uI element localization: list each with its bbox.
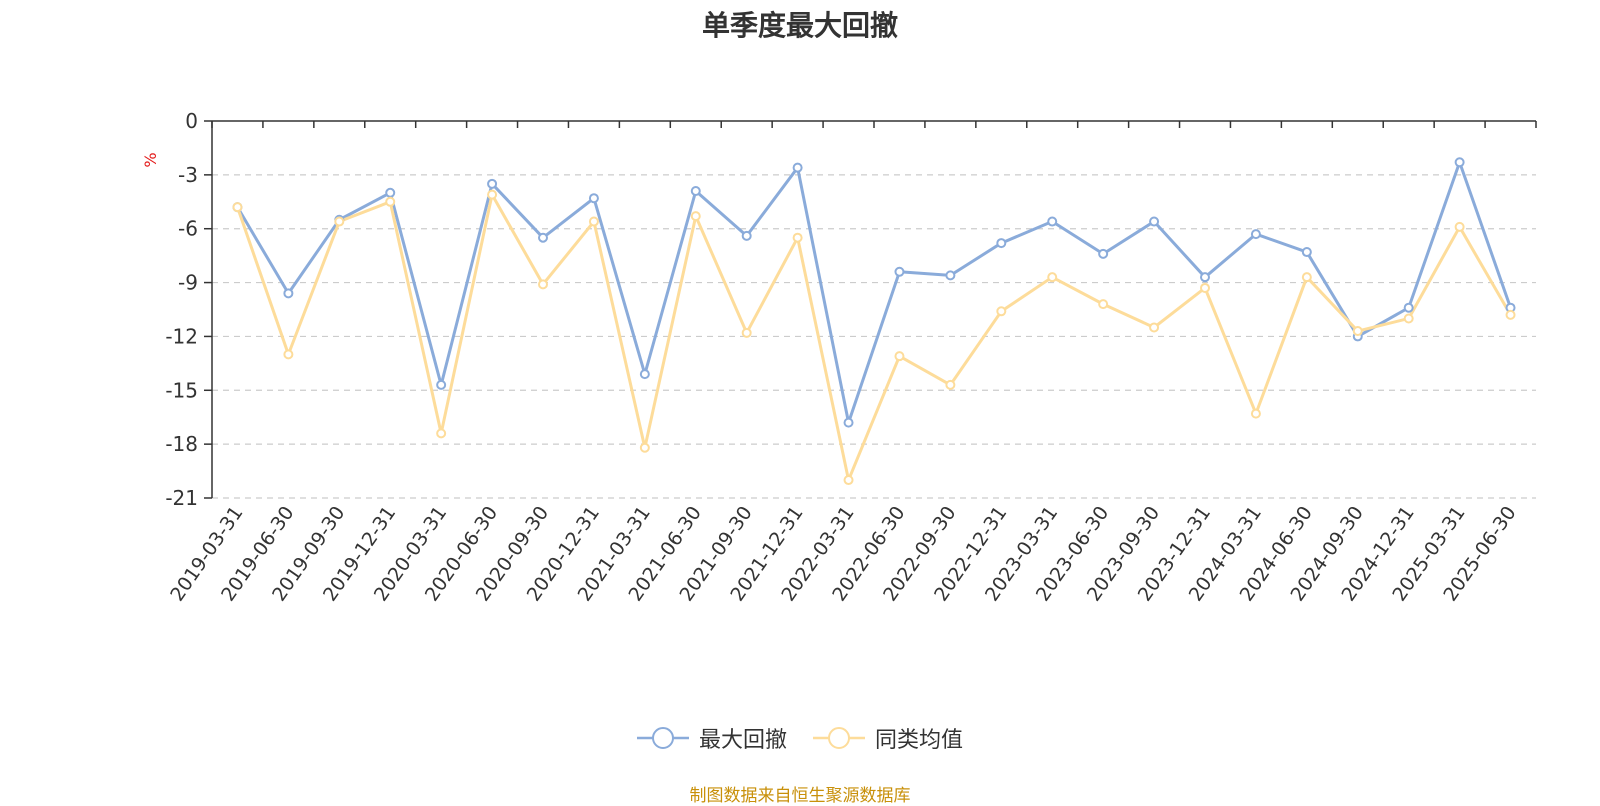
series-line-0 xyxy=(236,160,1512,425)
legend-item-max-drawdown[interactable]: 最大回撤 xyxy=(636,722,787,754)
line-chart: 0-3-6-9-12-15-18-212019-03-312019-06-302… xyxy=(141,109,1537,605)
data-point[interactable] xyxy=(487,189,498,200)
y-tick-label: -6 xyxy=(178,217,198,241)
data-point[interactable] xyxy=(1250,229,1261,240)
data-point[interactable] xyxy=(996,238,1007,249)
data-point[interactable] xyxy=(996,306,1007,317)
data-point[interactable] xyxy=(690,211,701,222)
data-point[interactable] xyxy=(1505,309,1516,320)
axis-layer: 0-3-6-9-12-15-18-212019-03-312019-06-302… xyxy=(165,109,1537,605)
data-point[interactable] xyxy=(792,162,803,173)
data-point[interactable] xyxy=(1454,221,1465,232)
data-point[interactable] xyxy=(1454,157,1465,168)
data-point[interactable] xyxy=(945,379,956,390)
data-point[interactable] xyxy=(639,369,650,380)
data-point[interactable] xyxy=(283,288,294,299)
data-point[interactable] xyxy=(1200,282,1210,293)
data-point[interactable] xyxy=(1250,408,1261,419)
data-point[interactable] xyxy=(843,417,854,428)
y-tick-label: -3 xyxy=(178,163,198,187)
series-layer xyxy=(232,157,1516,486)
data-point[interactable] xyxy=(1098,299,1109,310)
data-point[interactable] xyxy=(436,379,447,390)
data-point[interactable] xyxy=(741,230,752,241)
y-tick-label: -21 xyxy=(165,486,198,510)
legend-label: 同类均值 xyxy=(875,728,964,753)
data-point[interactable] xyxy=(945,270,956,281)
y-tick-label: 0 xyxy=(185,109,198,133)
data-point[interactable] xyxy=(283,349,294,360)
data-point[interactable] xyxy=(843,475,854,486)
data-point[interactable] xyxy=(792,232,803,243)
grid-layer xyxy=(212,174,1536,499)
data-point[interactable] xyxy=(385,196,396,207)
data-point[interactable] xyxy=(1047,272,1058,283)
legend-item-peer-average[interactable]: 同类均值 xyxy=(813,722,963,754)
y-tick-label: -18 xyxy=(165,432,198,456)
y-tick-label: -12 xyxy=(165,324,198,348)
data-point[interactable] xyxy=(1098,248,1109,259)
data-point[interactable] xyxy=(690,186,701,197)
data-point[interactable] xyxy=(894,266,905,277)
data-point[interactable] xyxy=(1200,272,1210,283)
legend-line-circle-icon xyxy=(636,727,689,749)
data-point[interactable] xyxy=(1149,322,1160,333)
data-point[interactable] xyxy=(487,178,498,189)
data-point[interactable] xyxy=(741,327,752,338)
data-point[interactable] xyxy=(588,216,599,227)
data-point[interactable] xyxy=(232,202,243,213)
data-point[interactable] xyxy=(1301,247,1312,258)
data-point[interactable] xyxy=(385,187,396,198)
data-point[interactable] xyxy=(538,279,548,290)
chart-title: 单季度最大回撤 xyxy=(701,9,898,42)
data-source-note: 制图数据来自恒生聚源数据库 xyxy=(689,786,911,806)
legend-line-circle-icon xyxy=(813,727,865,749)
data-point[interactable] xyxy=(1352,326,1363,337)
data-point[interactable] xyxy=(334,216,345,227)
data-point[interactable] xyxy=(639,442,650,453)
data-point[interactable] xyxy=(1301,272,1312,283)
data-point[interactable] xyxy=(1047,216,1058,227)
legend: 最大回撤 同类均值 xyxy=(0,722,1600,754)
data-point[interactable] xyxy=(436,428,447,439)
data-point[interactable] xyxy=(1149,216,1160,227)
legend-label: 最大回撤 xyxy=(698,728,787,753)
y-tick-label: -15 xyxy=(165,378,198,402)
data-point[interactable] xyxy=(1403,313,1414,324)
data-point[interactable] xyxy=(588,193,599,204)
y-tick-label: -9 xyxy=(178,271,198,295)
series-line-1 xyxy=(236,193,1512,482)
y-axis-unit: % xyxy=(141,152,160,167)
data-point[interactable] xyxy=(538,232,548,243)
data-point[interactable] xyxy=(1403,302,1414,313)
data-point[interactable] xyxy=(894,351,905,362)
